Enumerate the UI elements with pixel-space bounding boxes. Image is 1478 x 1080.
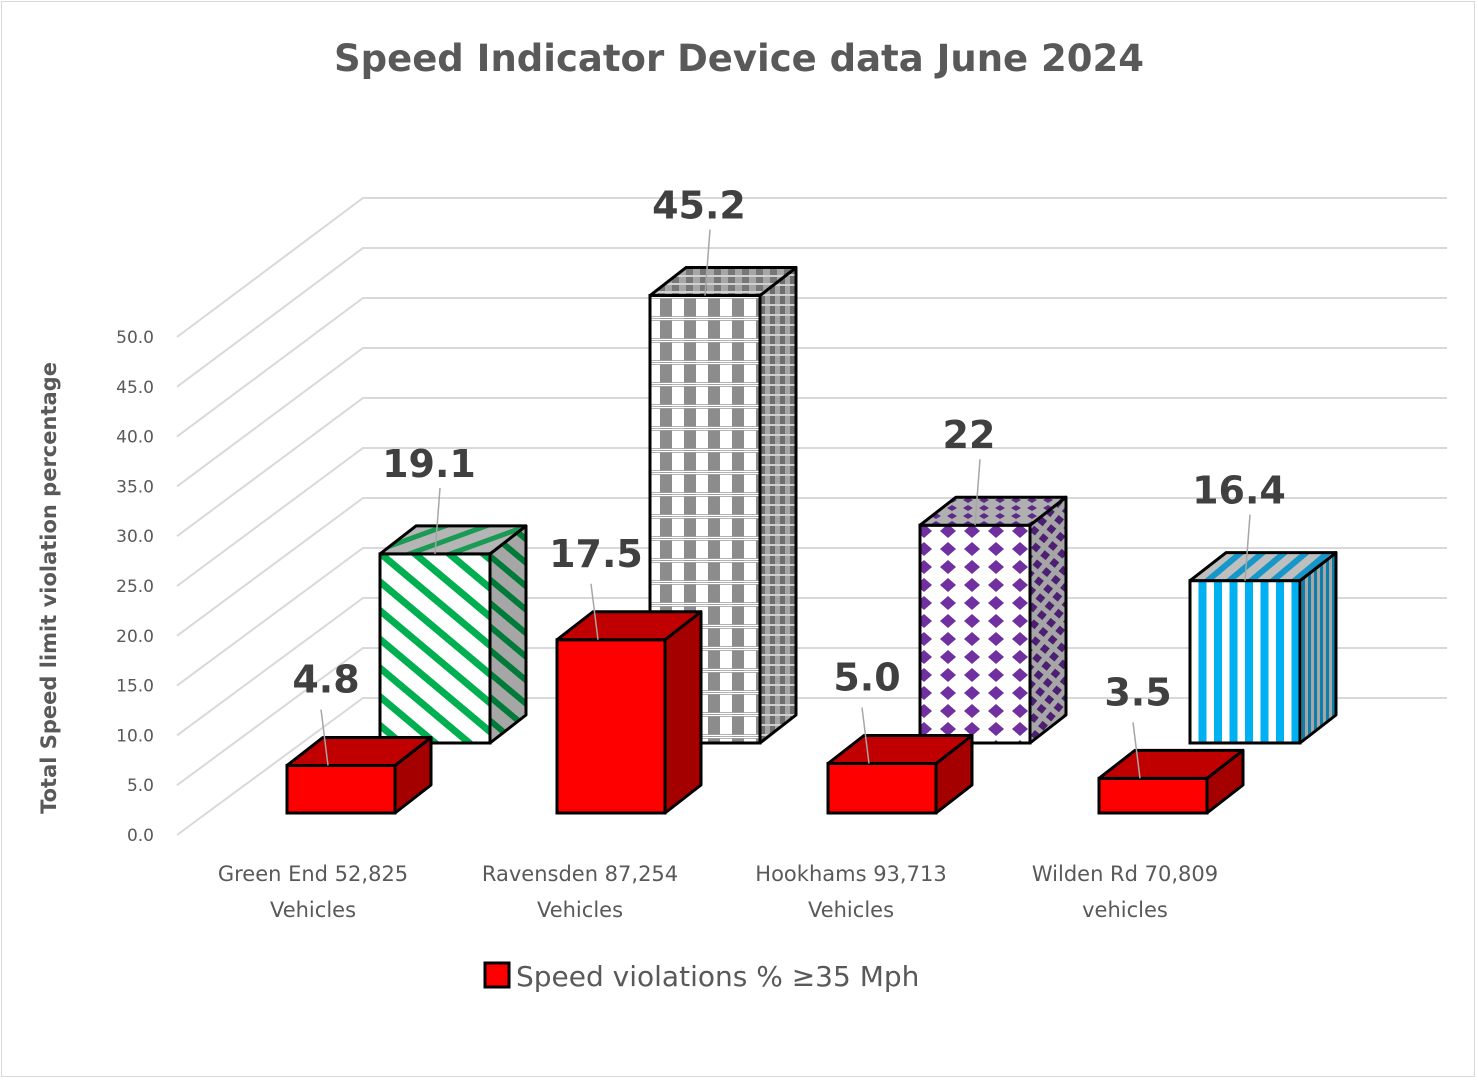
leader-line <box>1244 514 1251 581</box>
y-tick-label: 10.0 <box>116 726 154 746</box>
gridline <box>176 597 1447 737</box>
y-tick-label: 40.0 <box>116 428 154 448</box>
bar-speed-0 <box>285 735 433 815</box>
y-tick-label: 5.0 <box>127 776 154 796</box>
gridline <box>176 647 1447 787</box>
gridline <box>176 547 1447 687</box>
x-category-label: Vehicles <box>270 898 356 922</box>
data-labels: 19.1 45.2 22 16.4 4.8 17.5 5.0 3.5 <box>292 184 1286 779</box>
y-tick-label: 30.0 <box>116 527 154 547</box>
gridline <box>176 347 1447 488</box>
bar-speed-1-side-face <box>663 610 703 815</box>
x-axis-categories: Green End 52,825 Vehicles Ravensden 87,254… <box>218 862 1218 922</box>
bar-total-0 <box>378 524 528 745</box>
x-category-label: vehicles <box>1082 898 1168 922</box>
y-axis-title: Total Speed limit violation percentage <box>37 362 61 814</box>
legend: Speed violations % ≥35 Mph <box>483 960 919 993</box>
data-label-total: 19.1 <box>382 442 476 486</box>
data-label-speed: 5.0 <box>833 656 900 700</box>
chart-title: Speed Indicator Device data June 2024 <box>334 37 1144 80</box>
y-tick-label: 15.0 <box>116 677 154 697</box>
data-label-speed: 17.5 <box>549 532 643 576</box>
bar-speed-0-top-face <box>285 735 433 767</box>
bar-total-0-side-face <box>488 524 528 745</box>
legend-swatch <box>483 961 511 989</box>
bar-total-1-top-face <box>648 266 798 298</box>
bar-speed-2 <box>826 734 974 815</box>
bar-total-3-front-face <box>1188 579 1302 745</box>
bar-total-3-side-face <box>1298 551 1338 745</box>
bar-speed-2-front-face <box>826 762 938 815</box>
bar-total-2-side-face <box>1028 495 1068 745</box>
data-label-total: 45.2 <box>652 184 746 228</box>
legend-label: Speed violations % ≥35 Mph <box>516 960 919 993</box>
leader-line <box>974 459 981 526</box>
gridline <box>176 697 1447 836</box>
data-label-total: 16.4 <box>1192 469 1286 513</box>
bar-total-1-side-face <box>758 266 798 745</box>
y-tick-label: 25.0 <box>116 577 154 597</box>
bar-total-3-top-face <box>1188 551 1338 583</box>
y-tick-label: 0.0 <box>127 826 154 846</box>
bar-speed-2-top-face <box>826 734 974 765</box>
leader-line <box>590 583 599 640</box>
bar-speed-1-top-face <box>555 610 703 642</box>
y-axis-ticks: 0.0 5.0 10.0 15.0 20.0 25.0 30.0 35.0 40.0 45.0 50… <box>116 328 154 846</box>
gridline <box>176 247 1447 388</box>
bar-speed-3-front-face <box>1097 776 1209 815</box>
bar-speed-0-front-face <box>285 763 397 815</box>
front-series-bars <box>285 610 1245 815</box>
x-category-label: Wilden Rd 70,809 <box>1032 862 1218 886</box>
gridline <box>176 447 1447 587</box>
gridline <box>176 297 1447 438</box>
y-tick-label: 20.0 <box>116 627 154 647</box>
leader-line <box>861 707 870 764</box>
gridline <box>176 197 1447 338</box>
bar-total-2 <box>918 495 1068 745</box>
bar-total-2-front-face <box>918 523 1032 745</box>
bar-speed-1 <box>555 610 703 815</box>
bar-total-3 <box>1188 551 1338 745</box>
x-category-label: Ravensden 87,254 <box>482 862 678 886</box>
leader-line <box>320 709 329 766</box>
bar-total-0-front-face <box>378 552 492 745</box>
y-tick-label: 50.0 <box>116 328 154 348</box>
leader-line <box>704 229 711 296</box>
x-category-label: Hookhams 93,713 <box>755 862 946 886</box>
bar-speed-3 <box>1097 748 1245 815</box>
x-category-label: Green End 52,825 <box>218 862 408 886</box>
bar-speed-1-front-face <box>555 638 667 815</box>
x-category-label: Vehicles <box>537 898 623 922</box>
y-tick-label: 45.0 <box>116 378 154 398</box>
data-label-total: 22 <box>943 413 996 457</box>
data-label-speed: 3.5 <box>1104 670 1171 714</box>
bar-total-0-top-face <box>378 524 528 556</box>
gridline <box>176 497 1447 637</box>
data-label-speed: 4.8 <box>292 657 359 701</box>
leader-line <box>434 487 441 554</box>
x-category-label: Vehicles <box>808 898 894 922</box>
gridline <box>176 397 1447 538</box>
y-tick-label: 35.0 <box>116 477 154 497</box>
leader-line <box>1132 722 1141 779</box>
bar-speed-3-top-face <box>1097 748 1245 780</box>
gridlines <box>176 197 1447 836</box>
bar-total-2-top-face <box>918 495 1068 527</box>
